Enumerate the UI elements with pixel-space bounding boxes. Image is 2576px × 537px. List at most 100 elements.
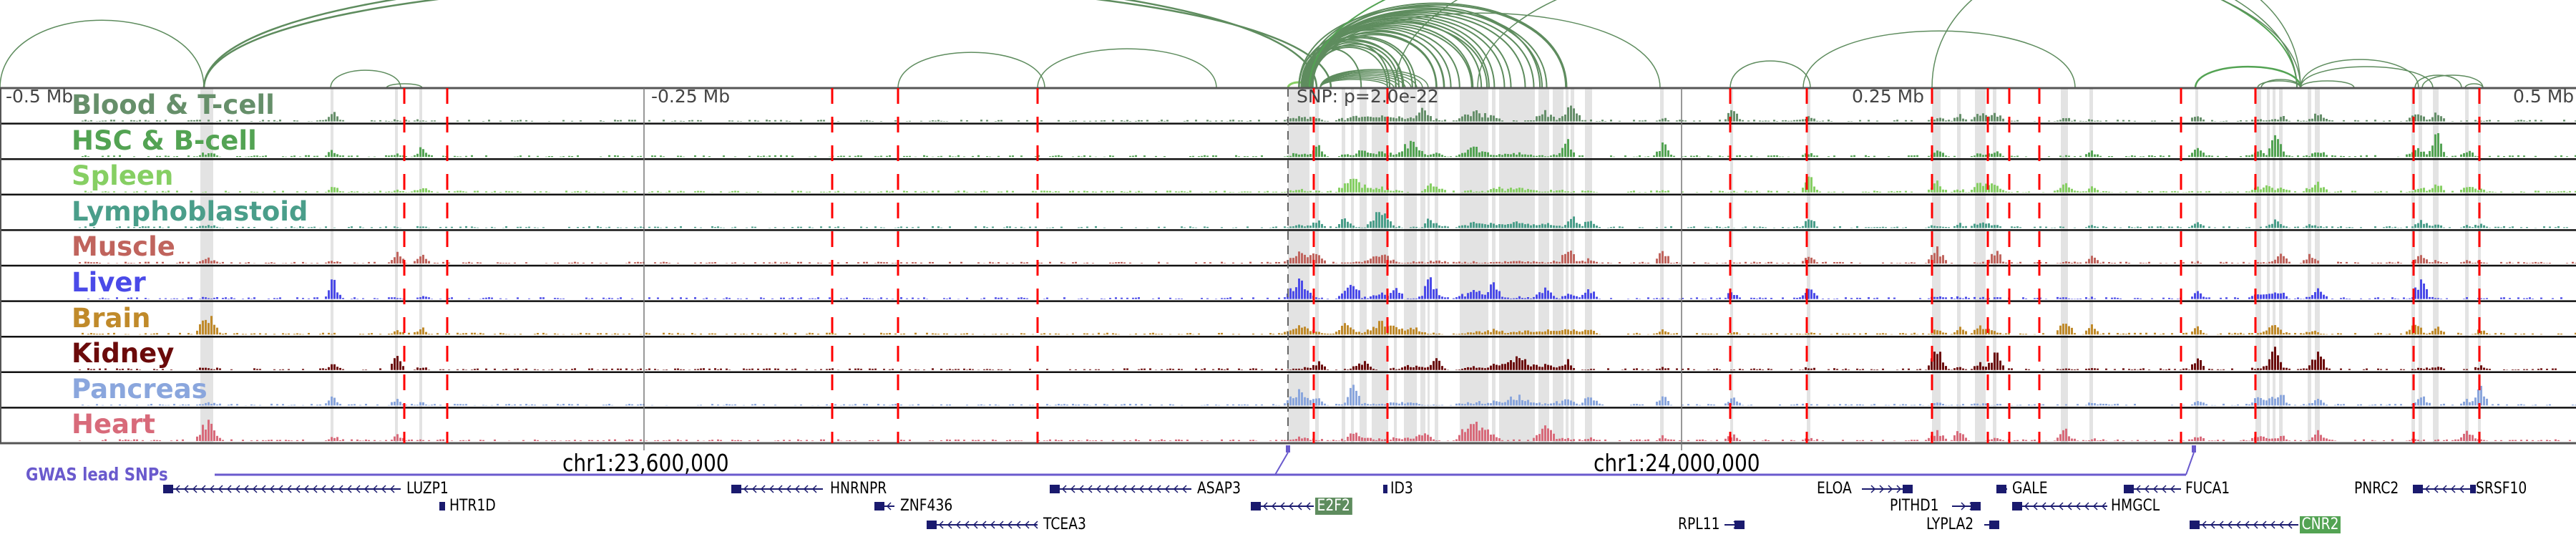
chromatin-loop-arc (386, 83, 423, 89)
gene-model[interactable] (163, 485, 401, 493)
gene-label[interactable]: LUZP1 (406, 480, 449, 498)
gene-exon (2124, 485, 2134, 493)
strand-arrow-icon (218, 485, 223, 493)
gwas-snp-marker[interactable] (2192, 445, 2196, 453)
chromatin-loop-arc (2464, 83, 2484, 89)
chromatin-loop-arc (2260, 79, 2301, 89)
strand-arrow-icon (260, 485, 266, 493)
gene-label[interactable]: LYPLA2 (1926, 516, 1974, 533)
gene-model[interactable] (731, 485, 823, 493)
strand-arrow-icon (947, 521, 952, 529)
chromatin-loop-arc (1037, 48, 1217, 89)
strand-arrow-icon (338, 485, 343, 493)
gene-model[interactable] (927, 521, 1038, 529)
axis-label-plus-half: 0.5 Mb (2513, 86, 2575, 107)
chromatin-loop-arc (1310, 6, 1541, 89)
gene-model[interactable] (2012, 502, 2107, 511)
gene-label[interactable]: RPL11 (1678, 516, 1720, 533)
gene-label[interactable]: ELOA (1817, 480, 1852, 498)
gene-label[interactable]: ID3 (1390, 480, 1413, 498)
gene-label[interactable]: HTR1D (449, 497, 496, 515)
gene-model[interactable] (2124, 485, 2181, 493)
strand-arrow-icon (372, 485, 378, 493)
strand-arrow-icon (364, 485, 369, 493)
strand-arrow-icon (2287, 521, 2293, 529)
axis-label-minus-half: -0.5 Mb (6, 86, 74, 107)
gene-model[interactable] (1984, 521, 1999, 529)
gene-model[interactable] (2413, 485, 2470, 493)
strand-arrow-icon (381, 485, 386, 493)
gene-model[interactable] (1251, 502, 1314, 511)
strand-arrow-icon (389, 485, 395, 493)
gene-model[interactable] (1952, 502, 1981, 511)
strand-arrow-icon (243, 485, 249, 493)
chromatin-loop-arc (1802, 30, 2076, 89)
signal-track (79, 246, 2576, 263)
strand-arrow-icon (1961, 502, 1966, 511)
gene-model[interactable] (2190, 521, 2298, 529)
strand-arrow-icon (2424, 485, 2430, 493)
gene-model[interactable] (1862, 485, 1913, 493)
strand-arrow-icon (1896, 485, 1902, 493)
gene-model[interactable] (2470, 485, 2476, 493)
gwas-snp-marker[interactable] (1286, 445, 1290, 453)
strand-arrow-icon (2024, 502, 2029, 511)
chromatin-loop-arc (1319, 69, 1429, 89)
strand-arrow-icon (2227, 521, 2233, 529)
strand-arrow-icon (355, 485, 361, 493)
gene-label[interactable]: FUCA1 (2185, 480, 2230, 498)
chromatin-loop-arc (1477, 0, 2301, 89)
gene-exon (439, 502, 445, 511)
gene-track (163, 485, 2476, 529)
strand-arrow-icon (981, 521, 987, 529)
gene-model[interactable] (1050, 485, 1191, 493)
chromatin-loop-arc (1319, 73, 1412, 89)
strand-arrow-icon (1087, 485, 1093, 493)
track-label: Lymphoblastoid (72, 195, 308, 227)
chromatin-loop-arc (1311, 13, 1512, 89)
strand-arrow-icon (269, 485, 275, 493)
strand-arrow-icon (1870, 485, 1876, 493)
gene-label[interactable]: PNRC2 (2354, 480, 2399, 498)
gene-exon (2012, 502, 2022, 511)
gene-model[interactable] (439, 502, 445, 511)
strand-arrow-icon (990, 521, 995, 529)
strand-arrow-icon (183, 485, 189, 493)
gene-model[interactable] (1996, 485, 2007, 493)
gene-label[interactable]: HNRNPR (830, 480, 887, 498)
gene-exon (1903, 485, 1913, 493)
strand-arrow-icon (286, 485, 292, 493)
gene-label[interactable]: ASAP3 (1197, 480, 1241, 498)
gene-model[interactable] (874, 502, 894, 511)
strand-arrow-icon (2218, 521, 2224, 529)
strand-arrow-icon (278, 485, 283, 493)
strand-arrow-icon (1879, 485, 1885, 493)
strand-arrow-icon (794, 485, 800, 493)
gene-label[interactable]: E2F2 (1315, 498, 1352, 515)
gene-label[interactable]: CNR2 (2300, 516, 2341, 533)
strand-arrow-icon (811, 485, 817, 493)
gene-label[interactable]: TCEA3 (1043, 516, 1086, 533)
gene-label[interactable]: ZNF436 (900, 497, 953, 515)
coordinate-label-right: chr1:24,000,000 (1594, 449, 1760, 477)
strand-arrow-icon (2092, 502, 2098, 511)
strand-arrow-icon (2041, 502, 2046, 511)
strand-arrow-icon (1061, 485, 1067, 493)
strand-arrow-icon (803, 485, 809, 493)
strand-arrow-icon (2075, 502, 2081, 511)
gene-label[interactable]: GALE (2012, 480, 2048, 498)
strand-arrow-icon (786, 485, 791, 493)
strand-arrow-icon (1888, 485, 1893, 493)
strand-arrow-icon (2101, 502, 2107, 511)
strand-arrow-icon (235, 485, 240, 493)
gene-label[interactable]: PITHD1 (1890, 497, 1939, 515)
strand-arrow-icon (312, 485, 318, 493)
chromatin-loop-arc (1729, 60, 1811, 89)
strand-arrow-icon (2135, 485, 2141, 493)
signal-track (82, 105, 2576, 122)
gene-model[interactable] (1383, 485, 1387, 493)
chromatin-loop-arc (1298, 24, 1473, 89)
gene-model[interactable] (1724, 521, 1745, 529)
gene-label[interactable]: HMGCL (2111, 497, 2160, 515)
gene-label[interactable]: SRSF10 (2476, 480, 2527, 498)
